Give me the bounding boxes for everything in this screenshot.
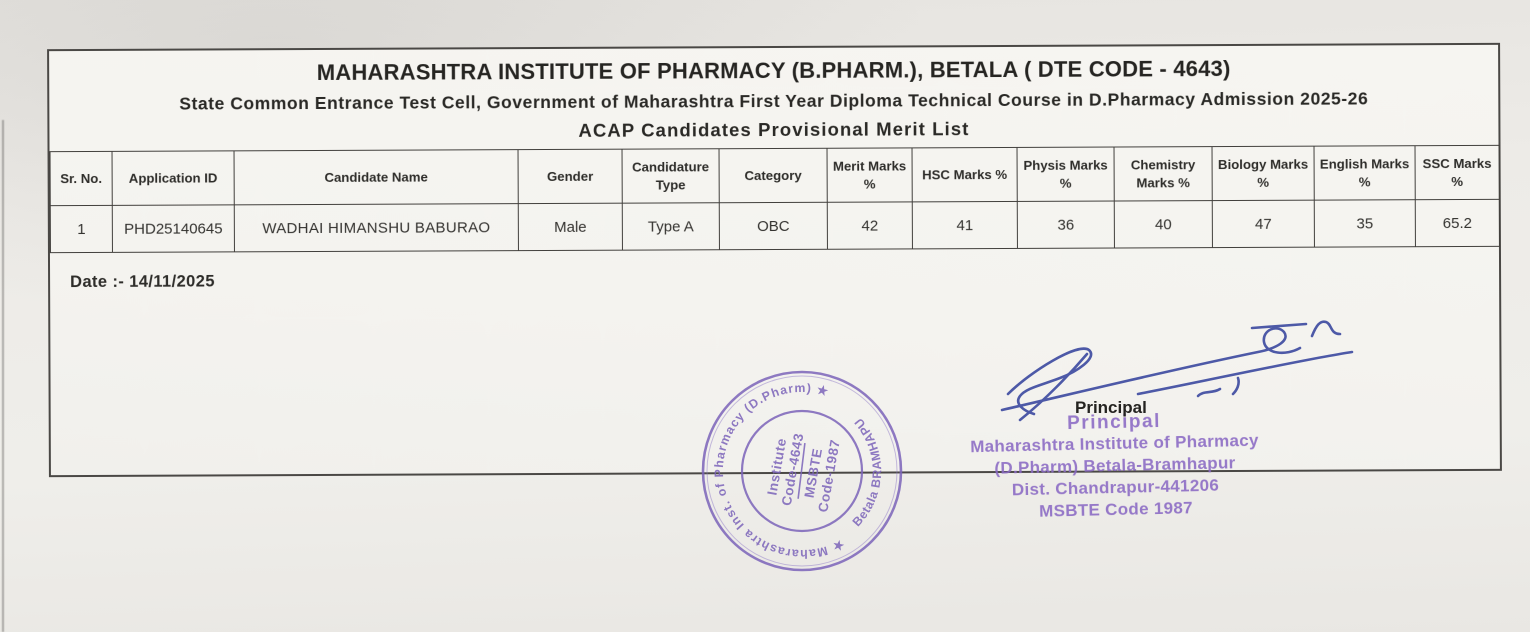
col-header-physics-marks: Physis Marks % (1017, 147, 1115, 202)
col-header-gender: Gender (518, 149, 623, 204)
signature-handwriting (1000, 320, 1354, 422)
col-header-candidate-name: Candidate Name (234, 149, 519, 205)
stamp-outer-ring (701, 370, 903, 572)
cell-candidate-name: WADHAI HIMANSHU BABURAO (234, 203, 519, 252)
round-institute-stamp: ★ Maharashtra Inst. of Pharmacy (D.Pharm… (697, 366, 903, 572)
cell-hsc-marks: 41 (912, 201, 1018, 249)
col-header-application-id: Application ID (112, 150, 235, 206)
doc-title: MAHARASHTRA INSTITUTE OF PHARMACY (B.PHA… (316, 56, 1231, 85)
col-header-chemistry-marks: Chemistry Marks % (1114, 146, 1213, 202)
cell-physics-marks: 36 (1017, 201, 1115, 249)
principal-address-stamp: Principal Maharashtra Institute of Pharm… (954, 408, 1276, 524)
stamp-center-text: Institute Code-4643 MSBTE Code-1987 (764, 432, 842, 514)
table-row: 1 PHD25140645 WADHAI HIMANSHU BABURAO Ma… (50, 199, 1500, 253)
col-header-english-marks: English Marks % (1314, 145, 1416, 201)
date-label: Date :- 14/11/2025 (70, 272, 215, 292)
cell-ssc-marks: 65.2 (1415, 199, 1500, 247)
col-header-category: Category (719, 148, 828, 203)
cell-candidature-type: Type A (622, 202, 720, 251)
document-header: MAHARASHTRA INSTITUTE OF PHARMACY (B.PHA… (49, 45, 1498, 151)
cell-application-id: PHD25140645 (112, 204, 235, 253)
principal-designation-label: Principal (1075, 398, 1147, 417)
doc-subtitle: State Common Entrance Test Cell, Governm… (179, 88, 1369, 114)
cell-merit-marks: 42 (827, 201, 913, 250)
col-header-ssc-marks: SSC Marks % (1415, 145, 1500, 200)
cell-category: OBC (719, 202, 828, 250)
col-header-candidature-type: Candidature Type (622, 148, 720, 204)
col-header-hsc-marks: HSC Marks % (912, 147, 1018, 202)
col-header-sr-no: Sr. No. (50, 151, 113, 206)
stamp-inner-ring (740, 409, 864, 533)
cell-gender: Male (518, 203, 623, 251)
cell-biology-marks: 47 (1212, 200, 1315, 248)
merit-table: Sr. No. Application ID Candidate Name Ge… (50, 145, 1500, 253)
cell-chemistry-marks: 40 (1114, 200, 1213, 249)
doc-list-title: ACAP Candidates Provisional Merit List (578, 118, 970, 141)
cell-english-marks: 35 (1314, 199, 1416, 248)
cell-sr-no: 1 (50, 205, 113, 253)
scan-edge-artifact (2, 120, 4, 632)
col-header-biology-marks: Biology Marks % (1212, 146, 1315, 201)
col-header-merit-marks: Merit Marks % (827, 147, 913, 203)
stamp-center-divider (797, 442, 806, 499)
stamp-outer-ring-2 (706, 375, 898, 567)
table-header-row: Sr. No. Application ID Candidate Name Ge… (50, 145, 1500, 206)
